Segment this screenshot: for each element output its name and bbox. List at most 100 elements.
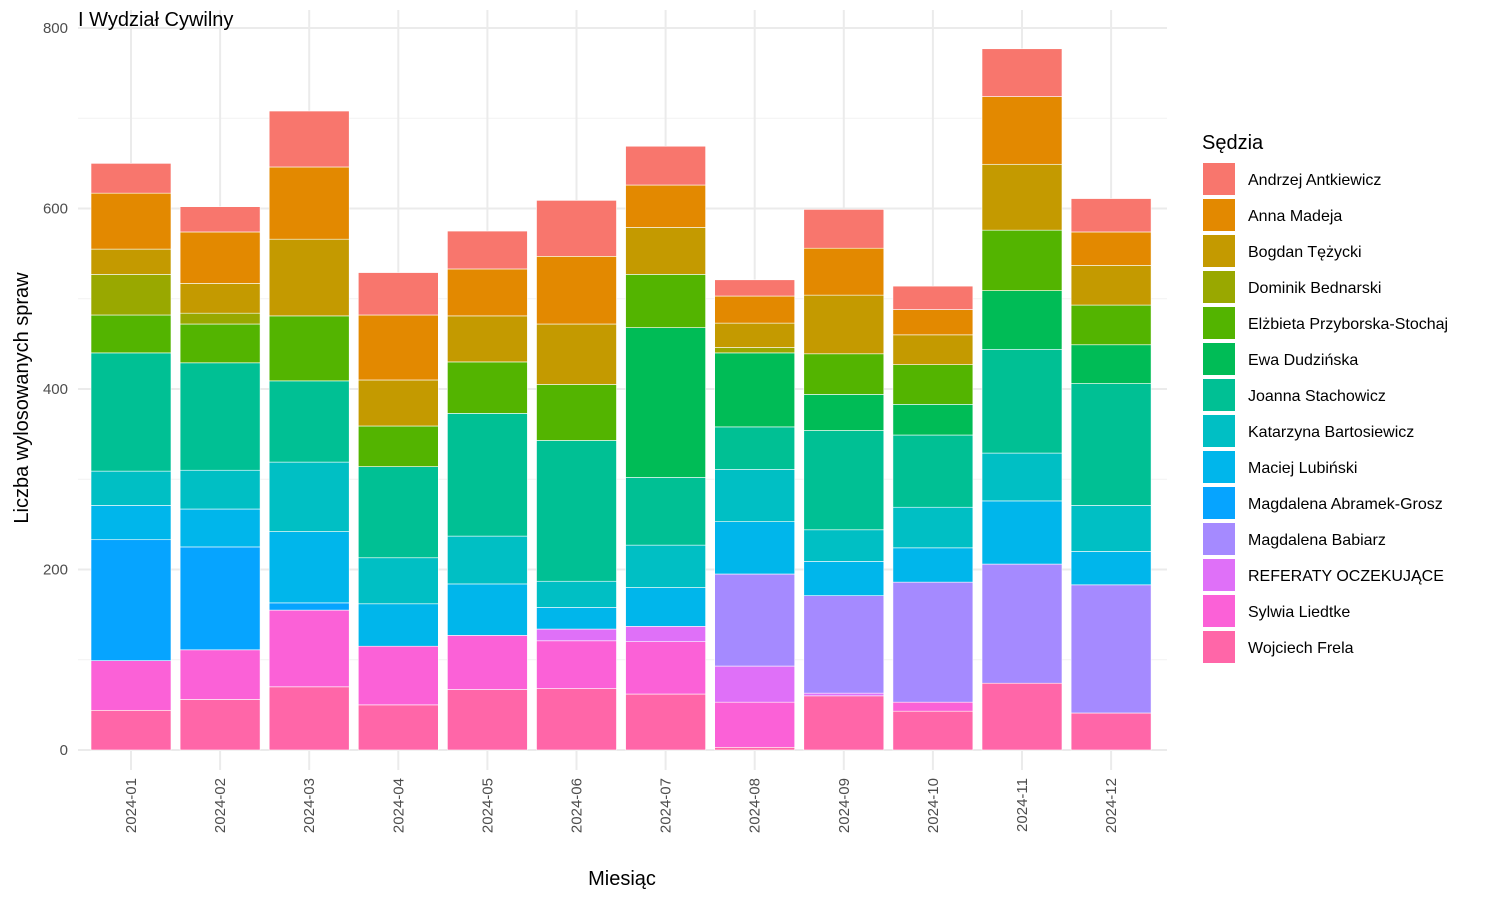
bar-segment	[447, 315, 528, 363]
bar-segment	[536, 688, 617, 751]
legend-label: Dominik Bednarski	[1248, 280, 1381, 297]
bar-segment	[803, 209, 885, 249]
bar-segment	[268, 110, 350, 168]
bar-segment	[536, 384, 617, 441]
bar-segment	[625, 274, 706, 328]
legend-label: Katarzyna Bartosiewicz	[1248, 424, 1414, 441]
bar-segment	[447, 413, 528, 537]
bar-segment	[1070, 584, 1152, 714]
bar-segment	[892, 710, 974, 751]
bar-segment	[268, 531, 350, 604]
legend-key	[1203, 235, 1235, 267]
legend-key	[1203, 631, 1235, 663]
bar-segment	[803, 247, 885, 296]
bar-segment	[1070, 265, 1152, 306]
bar-segment	[714, 426, 796, 470]
bar-segment	[981, 96, 1063, 165]
bar-segment	[536, 200, 617, 257]
bar-segment	[90, 163, 172, 194]
bar-segment	[357, 645, 439, 706]
bar-segment	[447, 230, 528, 270]
bar-segment	[803, 529, 885, 562]
bar-segment	[90, 352, 172, 472]
legend-key	[1203, 343, 1235, 375]
bar-segment	[447, 268, 528, 317]
bar-segment	[1070, 344, 1152, 384]
y-tick-label: 200	[43, 562, 68, 579]
legend-key	[1203, 199, 1235, 231]
legend-label: Sylwia Liedtke	[1248, 604, 1350, 621]
x-tick-label: 2024-05	[479, 778, 496, 833]
bar-segment	[1070, 712, 1152, 751]
bar-segment	[268, 686, 350, 751]
bar-segment	[1070, 505, 1152, 552]
bar-segment	[179, 283, 261, 314]
x-tick-label: 2024-04	[390, 778, 407, 833]
bar-segment	[357, 603, 439, 647]
bar-segment	[803, 294, 885, 355]
bar-segment	[803, 692, 885, 697]
bar-segment	[447, 689, 528, 751]
bar-segment	[892, 404, 974, 436]
x-axis-title: Miesiąc	[588, 868, 656, 890]
bar-segment	[892, 547, 974, 583]
legend-label: Magdalena Abramek-Grosz	[1248, 496, 1443, 513]
bar-segment	[357, 425, 439, 467]
x-tick-label: 2024-01	[123, 778, 140, 833]
bar-segment	[892, 285, 974, 310]
bar-segment	[268, 166, 350, 240]
bar-segment	[179, 362, 261, 471]
bar-segment	[892, 506, 974, 549]
bar-segment	[803, 595, 885, 694]
bar-segment	[536, 628, 617, 642]
bar-segment	[90, 505, 172, 541]
legend-label: Magdalena Babiarz	[1248, 532, 1386, 549]
bar-segment	[536, 607, 617, 630]
bar-segment	[179, 323, 261, 364]
bar-segment	[268, 380, 350, 463]
bar-segment	[981, 290, 1063, 350]
x-tick-label: 2024-08	[747, 778, 764, 833]
bar-segment	[268, 315, 350, 382]
bar-segment	[179, 469, 261, 510]
bar-segment	[179, 312, 261, 325]
bar-segment	[714, 573, 796, 667]
bar-segment	[803, 561, 885, 596]
bar-segment	[268, 238, 350, 317]
bar-segment	[892, 434, 974, 508]
bar-segment	[625, 227, 706, 275]
bar-segment	[90, 274, 172, 316]
bar-segment	[803, 430, 885, 531]
bar-segment	[90, 660, 172, 711]
legend-label: Maciej Lubiński	[1248, 460, 1357, 477]
bar-segment	[714, 279, 796, 297]
bar-segment	[714, 701, 796, 748]
bar-segment	[803, 353, 885, 395]
bar-segment	[90, 248, 172, 275]
bar-segment	[1070, 551, 1152, 586]
bar-segment	[625, 626, 706, 642]
bar-segment	[447, 583, 528, 636]
bar-segment	[1070, 198, 1152, 233]
bar-segment	[625, 693, 706, 751]
bar-segment	[714, 665, 796, 703]
bar-segment	[268, 461, 350, 532]
x-tick-label: 2024-06	[569, 778, 586, 833]
legend-label: Andrzej Antkiewicz	[1248, 172, 1381, 189]
bar-segment	[714, 521, 796, 575]
bar-segment	[90, 470, 172, 506]
bar-segment	[714, 322, 796, 348]
bar-segment	[981, 452, 1063, 502]
bar-segment	[179, 508, 261, 548]
legend-key	[1203, 595, 1235, 627]
legend-key	[1203, 415, 1235, 447]
bar-segment	[892, 334, 974, 365]
legend-label: Anna Madeja	[1248, 208, 1342, 225]
bar-segment	[1070, 231, 1152, 266]
bar-segment	[803, 695, 885, 751]
bar-segment	[625, 477, 706, 546]
bar-segment	[981, 682, 1063, 751]
y-tick-label: 600	[43, 201, 68, 218]
bar-segment	[892, 364, 974, 405]
